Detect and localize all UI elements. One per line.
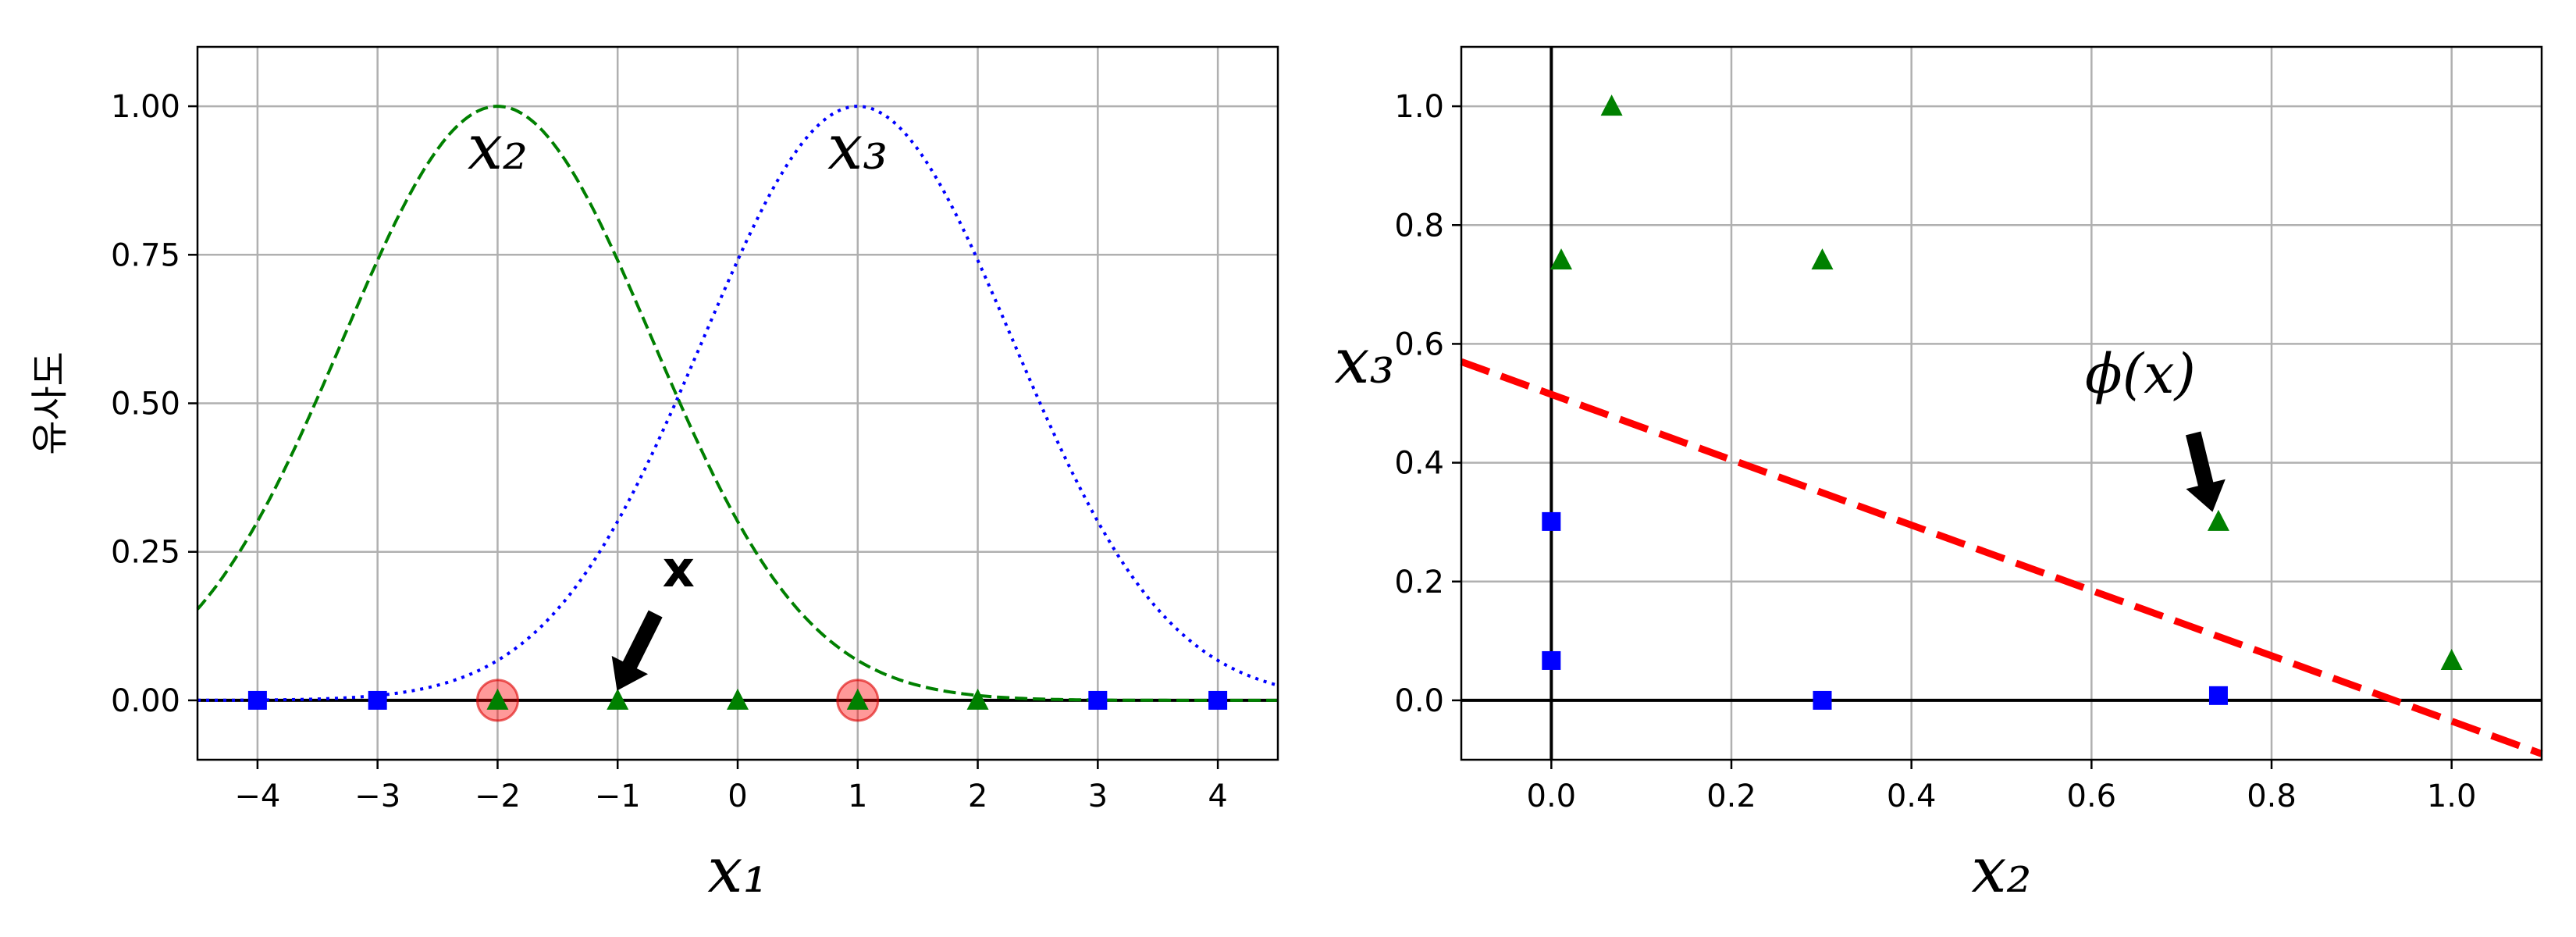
x-tick-label: 0.8 bbox=[2247, 778, 2297, 814]
annotation-arrow bbox=[611, 610, 663, 691]
y-tick-label: 0.50 bbox=[111, 387, 180, 422]
x-tick-label: 0.6 bbox=[2067, 778, 2117, 814]
annotation-arrow bbox=[2186, 431, 2226, 512]
class1-triangle-marker bbox=[1811, 248, 1834, 270]
class0-square-marker bbox=[368, 690, 387, 710]
class0-square-marker bbox=[1813, 690, 1832, 710]
x-axis-label: x₂ bbox=[1971, 834, 2031, 907]
annotation-label: ϕ(x) bbox=[2085, 342, 2196, 406]
class0-square-marker bbox=[1542, 650, 1561, 670]
class1-triangle-marker bbox=[2440, 648, 2463, 670]
class0-square-marker bbox=[1208, 690, 1228, 710]
annotation-label: x bbox=[663, 541, 695, 599]
x-tick-label: −2 bbox=[475, 778, 521, 814]
class0-square-marker bbox=[1088, 690, 1108, 710]
decision-boundary-line bbox=[1460, 358, 2543, 757]
curve-label: x₃ bbox=[827, 111, 888, 183]
y-tick-label: 1.0 bbox=[1394, 89, 1444, 125]
x-tick-label: 4 bbox=[1208, 778, 1227, 814]
class1-triangle-marker bbox=[1600, 94, 1623, 116]
y-tick-label: 0.4 bbox=[1394, 446, 1444, 482]
x-tick-label: 1 bbox=[848, 778, 867, 814]
class1-triangle-marker bbox=[486, 688, 509, 710]
y-tick-label: 0.0 bbox=[1394, 683, 1444, 719]
y-tick-label: 0.25 bbox=[111, 535, 180, 571]
x-tick-label: 1.0 bbox=[2427, 778, 2477, 814]
transformed-feature-plot: 0.0 0.2 0.4 0.6 0.8 1.0 0.0 0.2 0.4 0.6 0.8 1.0 ϕ(x)… bbox=[1334, 45, 2543, 907]
y-tick-label: 0.6 bbox=[1394, 326, 1444, 362]
plot-frame bbox=[196, 45, 1279, 761]
class0-square-marker bbox=[247, 690, 267, 710]
class1-triangle-marker bbox=[966, 688, 989, 710]
class1-triangle-marker bbox=[846, 688, 869, 710]
x-tick-label: 0.2 bbox=[1706, 778, 1756, 814]
x-axis-label: x₁ bbox=[707, 834, 767, 907]
similarity-plot: −4 −3 −2 −1 0 1 2 3 4 0.00 0.25 0.50 0.75 1.00 x₂ x₃ x x₁… bbox=[28, 45, 1279, 907]
y-tick-label: 0.2 bbox=[1394, 565, 1444, 600]
curve-label: x₂ bbox=[468, 111, 528, 183]
y-axis-label: x₃ bbox=[1334, 325, 1394, 397]
x-tick-label: 0.4 bbox=[1887, 778, 1937, 814]
y-tick-label: 0.75 bbox=[111, 237, 180, 273]
y-tick-label: 0.8 bbox=[1394, 208, 1444, 244]
x-tick-label: −3 bbox=[354, 778, 400, 814]
class1-triangle-marker bbox=[1550, 248, 1573, 270]
x-tick-label: −4 bbox=[234, 778, 280, 814]
y-tick-label: 1.00 bbox=[111, 89, 180, 125]
class1-triangle-marker bbox=[2207, 509, 2229, 531]
class1-triangle-marker bbox=[607, 688, 629, 710]
x-tick-label: −1 bbox=[595, 778, 641, 814]
x-tick-label: 3 bbox=[1088, 778, 1108, 814]
plot-frame bbox=[1460, 45, 2543, 761]
y-axis-label: 유사도 bbox=[28, 351, 72, 454]
x-tick-label: 0.0 bbox=[1527, 778, 1577, 814]
class0-square-marker bbox=[1542, 511, 1561, 531]
y-tick-label: 0.00 bbox=[111, 683, 180, 719]
class0-square-marker bbox=[2208, 686, 2228, 705]
class1-triangle-marker bbox=[727, 688, 749, 710]
x-tick-label: 0 bbox=[728, 778, 747, 814]
x-tick-label: 2 bbox=[968, 778, 987, 814]
